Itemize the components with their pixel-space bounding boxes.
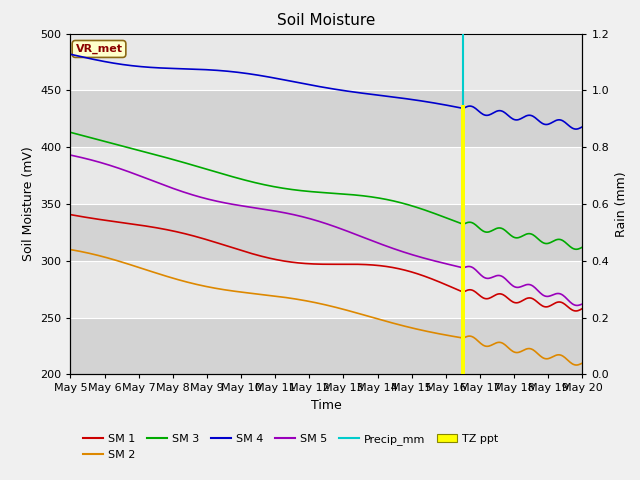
Line: SM 1: SM 1	[70, 215, 582, 311]
SM 1	[486, 295, 494, 301]
SM 1	[310, 261, 317, 267]
Title: Soil Moisture: Soil Moisture	[277, 13, 376, 28]
SM 1	[344, 261, 351, 267]
Bar	[70, 318, 582, 374]
SM 2	[310, 300, 317, 305]
SM 2	[566, 360, 574, 365]
SM 3	[313, 189, 321, 195]
SM 2	[67, 247, 74, 252]
SM 1	[566, 306, 574, 312]
SM 5	[310, 217, 317, 223]
SM 4	[310, 83, 317, 88]
SM 3	[67, 130, 74, 135]
SM 5	[573, 302, 581, 308]
SM 4	[579, 124, 586, 130]
SM 2	[579, 360, 586, 366]
Line: SM 5: SM 5	[70, 155, 582, 305]
SM 4	[67, 51, 74, 57]
SM 2	[313, 300, 321, 306]
Bar	[70, 261, 582, 318]
SM 4	[371, 92, 379, 97]
X-axis label: Time: Time	[311, 399, 342, 412]
SM 2	[344, 308, 351, 313]
Line: SM 4: SM 4	[70, 54, 582, 129]
SM 4	[486, 112, 494, 118]
Bar	[461, 105, 465, 374]
Line: SM 3: SM 3	[70, 132, 582, 249]
Bar	[70, 34, 582, 90]
SM 4	[313, 83, 321, 89]
SM 2	[371, 315, 379, 321]
Legend: SM 1, SM 2, SM 3, SM 4, SM 5, Precip_mm, TZ ppt: SM 1, SM 2, SM 3, SM 4, SM 5, Precip_mm,…	[78, 430, 503, 464]
Y-axis label: Rain (mm): Rain (mm)	[615, 171, 628, 237]
SM 4	[344, 88, 351, 94]
SM 2	[486, 343, 494, 348]
SM 1	[579, 306, 586, 312]
SM 3	[572, 246, 580, 252]
SM 2	[572, 362, 580, 368]
Line: SM 2: SM 2	[70, 250, 582, 365]
Bar	[70, 90, 582, 147]
SM 4	[566, 124, 574, 130]
SM 3	[310, 189, 317, 195]
SM 1	[67, 212, 74, 217]
SM 5	[313, 218, 321, 224]
Bar	[70, 147, 582, 204]
SM 4	[572, 126, 580, 132]
SM 5	[371, 239, 379, 245]
SM 5	[579, 301, 586, 307]
Text: VR_met: VR_met	[76, 44, 122, 54]
Y-axis label: Soil Moisture (mV): Soil Moisture (mV)	[22, 146, 35, 262]
SM 3	[579, 244, 586, 250]
SM 3	[371, 194, 379, 200]
SM 3	[486, 228, 494, 234]
SM 3	[566, 244, 574, 250]
SM 5	[344, 228, 351, 234]
SM 5	[566, 299, 574, 305]
SM 1	[371, 262, 379, 268]
SM 5	[486, 275, 494, 281]
SM 1	[572, 308, 580, 314]
SM 1	[313, 261, 321, 267]
Bar	[70, 204, 582, 261]
SM 3	[344, 192, 351, 197]
SM 5	[67, 152, 74, 158]
